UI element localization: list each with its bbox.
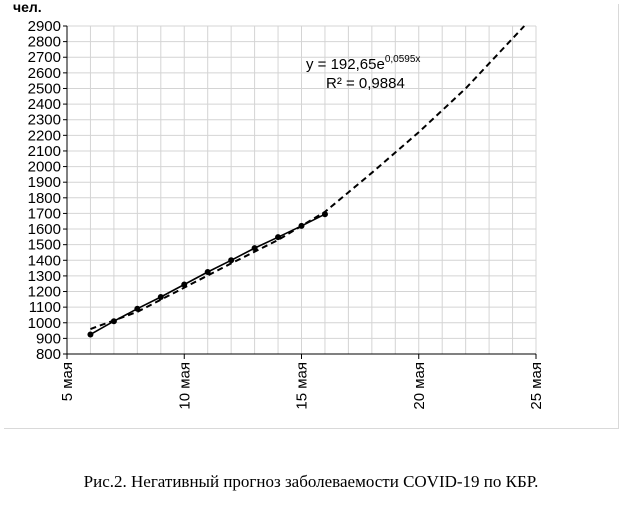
equation-exponent: 0,0595x <box>385 54 421 65</box>
trendline-equation: y = 192,65e0,0595x R² = 0,9884 <box>306 54 420 92</box>
y-tick-label: 1300 <box>28 268 61 285</box>
y-tick-label: 800 <box>36 346 61 363</box>
y-tick-labels: 8009001000110012001300140015001600170018… <box>28 18 61 363</box>
y-tick-label: 1500 <box>28 237 61 254</box>
figure-caption: Рис.2. Негативный прогноз заболеваемости… <box>83 472 539 491</box>
equation-text: y = 192,65e0,0595x <box>306 54 420 73</box>
x-tick-label: 20 мая <box>411 362 428 410</box>
y-tick-label: 2300 <box>28 112 61 129</box>
series <box>87 25 526 338</box>
y-tick-label: 2700 <box>28 49 61 66</box>
y-tick-label: 2000 <box>28 159 61 176</box>
y-tick-label: 1000 <box>28 315 61 332</box>
data-point <box>275 234 282 241</box>
x-tick-label: 5 мая <box>59 362 76 401</box>
equation-prefix: y = 192,65e <box>306 56 385 73</box>
r-squared-text: R² = 0,9884 <box>326 75 405 92</box>
y-tick-label: 900 <box>36 330 61 347</box>
y-tick-label: 1200 <box>28 284 61 301</box>
y-tick-label: 2600 <box>28 65 61 82</box>
y-tick-label: 1800 <box>28 190 61 207</box>
x-tick-labels: 5 мая 10 мая 15 мая 20 мая 25 мая <box>59 362 545 410</box>
y-tick-label: 2500 <box>28 80 61 97</box>
axes <box>66 26 536 355</box>
chart: 8009001000110012001300140015001600170018… <box>13 0 545 410</box>
y-tick-label: 1400 <box>28 252 61 269</box>
y-tick-label: 1600 <box>28 221 61 238</box>
y-tick-label: 2100 <box>28 143 61 160</box>
y-tick-label: 1900 <box>28 174 61 191</box>
y-axis-unit-label: чел. <box>13 0 42 15</box>
x-tick-label: 15 мая <box>294 362 311 410</box>
x-tick-label: 25 мая <box>528 362 545 410</box>
y-tick-label: 2800 <box>28 34 61 51</box>
y-tick-label: 2400 <box>28 96 61 113</box>
y-tick-label: 1100 <box>29 299 61 316</box>
x-tick-label: 10 мая <box>176 362 193 410</box>
grid <box>63 25 537 359</box>
chart-frame <box>4 4 619 429</box>
y-tick-label: 1700 <box>28 205 61 222</box>
data-point <box>87 331 94 338</box>
data-point <box>157 293 164 300</box>
trendline-dashed <box>90 25 526 330</box>
data-point <box>228 257 235 264</box>
y-tick-label: 2900 <box>28 18 61 35</box>
data-point <box>251 245 258 252</box>
data-point <box>204 269 211 275</box>
y-tick-label: 2200 <box>28 127 61 144</box>
